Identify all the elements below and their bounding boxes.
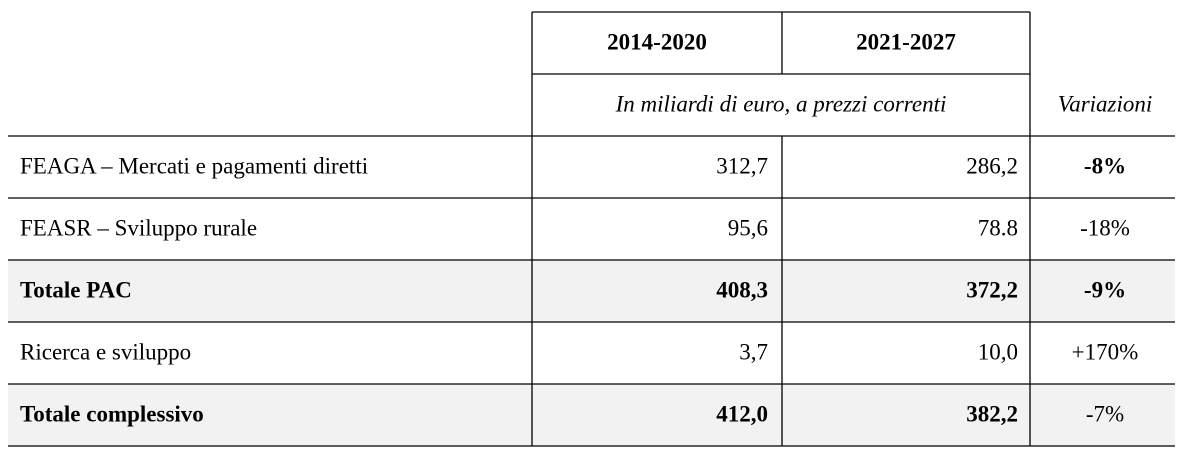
cell-value: 10,0 bbox=[978, 339, 1018, 364]
row-shade bbox=[8, 384, 1175, 446]
row-label: Totale complessivo bbox=[20, 401, 204, 426]
cell-value: 78.8 bbox=[978, 215, 1018, 240]
cell-value: 372,2 bbox=[966, 277, 1018, 302]
cell-change: -9% bbox=[1084, 277, 1126, 302]
cell-value: 382,2 bbox=[966, 401, 1018, 426]
period-header: 2021-2027 bbox=[856, 29, 956, 54]
row-label: FEAGA – Mercati e pagamenti diretti bbox=[20, 153, 368, 178]
cell-change: +170% bbox=[1072, 339, 1139, 364]
change-header: Variazioni bbox=[1058, 91, 1153, 116]
row-label: Totale PAC bbox=[20, 277, 132, 302]
cell-value: 3,7 bbox=[739, 339, 768, 364]
cell-change: -18% bbox=[1080, 215, 1130, 240]
period-header: 2014-2020 bbox=[607, 29, 707, 54]
cell-value: 95,6 bbox=[728, 215, 768, 240]
cell-value: 312,7 bbox=[716, 153, 768, 178]
row-shade bbox=[8, 260, 1175, 322]
cell-value: 412,0 bbox=[716, 401, 768, 426]
cell-change: -7% bbox=[1086, 401, 1124, 426]
row-label: FEASR – Sviluppo rurale bbox=[20, 215, 257, 240]
cell-value: 408,3 bbox=[716, 277, 768, 302]
cell-value: 286,2 bbox=[966, 153, 1018, 178]
cell-change: -8% bbox=[1084, 153, 1126, 178]
row-label: Ricerca e sviluppo bbox=[20, 339, 191, 364]
unit-note: In miliardi di euro, a prezzi correnti bbox=[615, 91, 947, 116]
